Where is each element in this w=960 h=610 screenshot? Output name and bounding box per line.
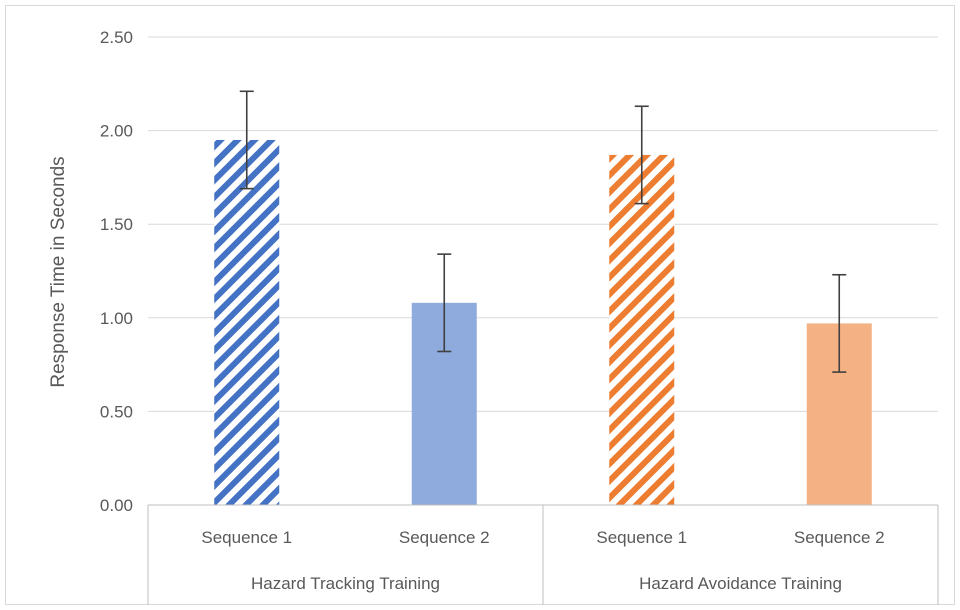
y-tick-label: 2.50 bbox=[100, 28, 133, 47]
y-tick-label: 1.00 bbox=[100, 309, 133, 328]
bar bbox=[609, 154, 675, 505]
axes bbox=[147, 504, 939, 605]
x-category-label: Sequence 2 bbox=[399, 528, 490, 547]
x-category-label: Sequence 2 bbox=[794, 528, 885, 547]
x-group-label: Hazard Tracking Training bbox=[251, 574, 440, 593]
labels: 0.00 0.50 1.00 1.50 2.00 2.50 Sequence 1 Sequen… bbox=[100, 28, 885, 593]
y-tick-label: 0.50 bbox=[100, 402, 133, 421]
bar bbox=[214, 139, 280, 505]
gridlines bbox=[148, 36, 938, 412]
x-category-label: Sequence 1 bbox=[596, 528, 687, 547]
y-tick-label: 1.50 bbox=[100, 215, 133, 234]
x-category-label: Sequence 1 bbox=[201, 528, 292, 547]
y-tick-label: 0.00 bbox=[100, 496, 133, 515]
y-axis-label: Response Time in Seconds bbox=[48, 156, 69, 387]
x-group-label: Hazard Avoidance Training bbox=[639, 574, 842, 593]
y-tick-label: 2.00 bbox=[100, 122, 133, 141]
bars bbox=[214, 90, 872, 505]
